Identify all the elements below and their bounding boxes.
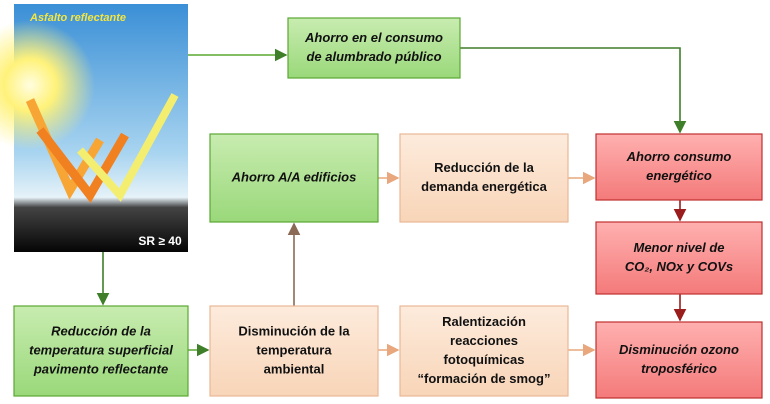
box-label: temperatura <box>256 342 332 357</box>
box <box>595 133 763 201</box>
box-label: energético <box>646 168 712 183</box>
image-title: Asfalto reflectante <box>29 12 126 24</box>
box-label: “formación de smog” <box>418 371 551 386</box>
box-label: reacciones <box>450 333 518 348</box>
image-caption: SR ≥ 40 <box>138 234 182 248</box>
box <box>595 221 763 295</box>
box-label: Reducción de la <box>434 160 534 175</box>
box <box>399 133 569 223</box>
ray <box>36 127 129 204</box>
sun <box>0 20 95 150</box>
box-label: Ralentización <box>442 314 526 329</box>
box-label: pavimento reflectante <box>33 361 168 376</box>
box <box>287 17 461 79</box>
box-label: Disminución de la <box>238 323 350 338</box>
box <box>595 321 763 399</box>
box-label: troposférico <box>641 361 717 376</box>
box-label: demanda energética <box>421 179 547 194</box>
box-label: Ahorro en el consumo <box>304 30 443 45</box>
box <box>209 133 379 223</box>
box <box>13 305 189 397</box>
arrows <box>96 47 687 357</box>
boxes: Ahorro en el consumo de alumbrado público… <box>13 17 763 399</box>
box <box>209 305 379 397</box>
box-label: de alumbrado público <box>306 49 441 64</box>
arrow <box>460 47 687 134</box>
ray <box>77 93 179 202</box>
box-label: temperatura superficial <box>29 342 173 357</box>
box-label: Reducción de la <box>51 323 151 338</box>
picture: Asfalto reflectante SR ≥ 40 <box>0 4 188 252</box>
box-label: fotoquímicas <box>444 352 525 367</box>
box-label: CO₂, NOx y COVs <box>625 259 733 274</box>
box <box>399 305 569 397</box>
box-label: Disminución ozono <box>619 342 739 357</box>
box-label: Menor nivel de <box>633 240 724 255</box>
box-label: Ahorro A/A edificios <box>231 169 357 184</box>
box-label: Ahorro consumo <box>626 149 732 164</box>
box-label: ambiental <box>264 361 325 376</box>
